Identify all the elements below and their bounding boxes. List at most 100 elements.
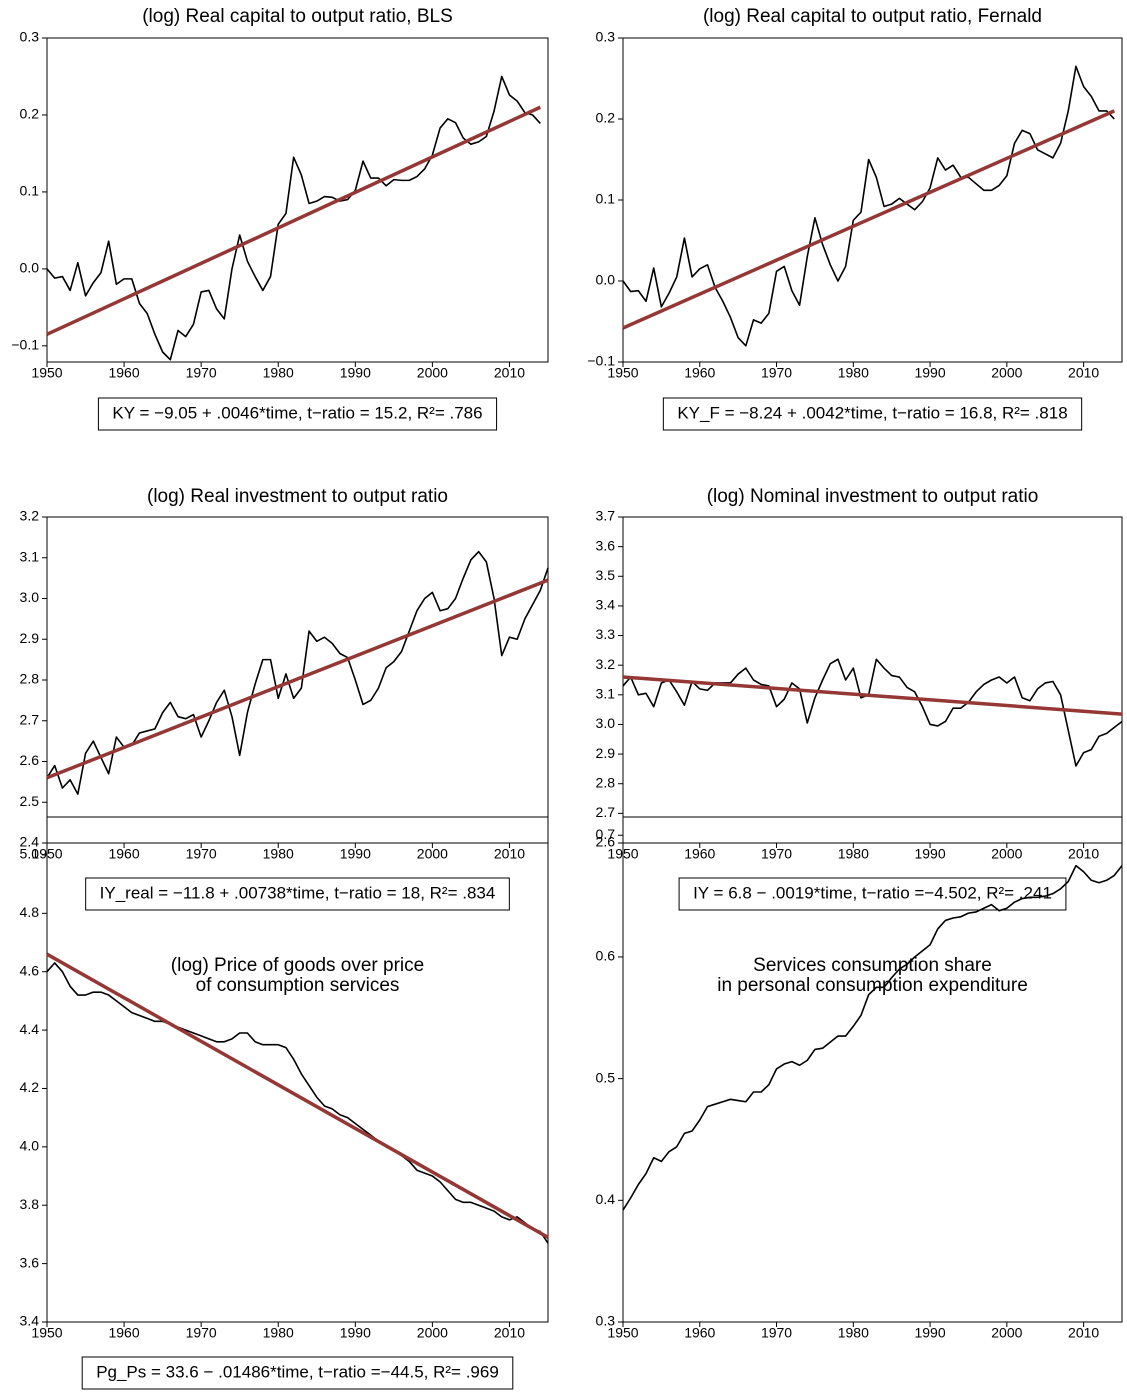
- y-tick-label: 3.4: [20, 1313, 40, 1329]
- y-tick-label: 3.3: [596, 626, 616, 642]
- y-tick-label: 0.0: [20, 260, 40, 276]
- x-tick-label: 1960: [684, 1325, 715, 1341]
- y-tick-label: 0.4: [596, 1191, 616, 1207]
- x-tick-label: 1980: [263, 1325, 294, 1341]
- x-tick-label: 1950: [607, 365, 638, 381]
- x-tick-label: 2010: [1068, 1325, 1099, 1341]
- x-tick-label: 1970: [186, 365, 217, 381]
- x-tick-label: 2000: [991, 1325, 1022, 1341]
- x-tick-label: 1980: [263, 365, 294, 381]
- y-tick-label: 2.7: [596, 804, 616, 820]
- equation-box: [678, 877, 1067, 911]
- chart-title: (log) Price of goods over price: [171, 955, 424, 976]
- equation-box: [97, 397, 498, 431]
- x-tick-label: 1990: [340, 365, 371, 381]
- data-line: [46, 962, 549, 1244]
- x-tick-label: 1970: [761, 365, 792, 381]
- equation-note: KY_F = −8.24 + .0042*time, t−ratio = 16.…: [677, 403, 1067, 422]
- chart-panel: (log) Real capital to output ratio, BLS −…: [11, 6, 549, 431]
- y-tick-label: 3.4: [596, 597, 616, 613]
- y-tick-label: 2.9: [20, 630, 40, 646]
- y-tick-label: 2.7: [20, 711, 40, 727]
- y-tick-label: 2.4: [20, 834, 40, 850]
- y-tick-label: 0.2: [20, 106, 40, 122]
- x-tick-label: 1960: [684, 365, 715, 381]
- equation-note: IY = 6.8 − .0019*time, t−ratio =−4.502, …: [693, 883, 1052, 902]
- plot-frame: [622, 816, 1123, 1323]
- plot-frame: [46, 816, 549, 1323]
- trend-line: [622, 675, 1123, 716]
- y-tick-label: 3.2: [596, 656, 616, 672]
- x-tick-label: 2010: [494, 365, 525, 381]
- x-tick-label: 1990: [914, 846, 945, 862]
- chart-title: (log) Real capital to output ratio, BLS: [142, 6, 453, 27]
- plot-frame: [622, 37, 1123, 363]
- x-tick-label: 1960: [108, 365, 139, 381]
- trend-line: [46, 578, 549, 780]
- x-tick-label: 1970: [186, 1325, 217, 1341]
- y-tick-label: 0.3: [596, 29, 616, 45]
- trend-line: [46, 952, 549, 1239]
- y-tick-label: 2.6: [596, 834, 616, 850]
- chart-panel: (log) Real investment to output ratio 2.4…: [20, 486, 549, 911]
- y-tick-label: 2.6: [20, 752, 40, 768]
- y-tick-label: 3.1: [20, 548, 40, 564]
- x-tick-label: 2000: [991, 846, 1022, 862]
- plot-frame: [46, 37, 549, 363]
- x-tick-label: 1980: [263, 846, 294, 862]
- plot-frame: [622, 516, 1123, 844]
- chart-panel: (log) Real capital to output ratio, Fern…: [587, 6, 1123, 431]
- chart-title: Services consumption share: [753, 955, 992, 976]
- equation-note: Pg_Ps = 33.6 − .01486*time, t−ratio =−44…: [96, 1362, 499, 1381]
- y-tick-label: 3.0: [20, 589, 40, 605]
- y-tick-label: 2.5: [20, 793, 40, 809]
- chart-panel: (log) Nominal investment to output ratio…: [596, 486, 1123, 911]
- y-tick-label: 0.1: [20, 183, 40, 199]
- trend-line: [622, 109, 1116, 330]
- x-tick-label: 1960: [684, 846, 715, 862]
- x-tick-label: 1950: [607, 1325, 638, 1341]
- equation-note: KY = −9.05 + .0046*time, t−ratio = 15.2,…: [112, 403, 482, 422]
- x-tick-label: 2000: [417, 365, 448, 381]
- x-tick-label: 1950: [31, 365, 62, 381]
- data-line: [622, 65, 1115, 347]
- y-tick-label: 4.6: [20, 962, 40, 978]
- y-tick-label: 4.8: [20, 904, 40, 920]
- data-line: [622, 658, 1123, 767]
- x-tick-label: 2000: [417, 846, 448, 862]
- x-tick-label: 2010: [494, 1325, 525, 1341]
- y-tick-label: 0.7: [596, 826, 616, 842]
- y-tick-label: 3.2: [20, 508, 40, 524]
- chart-title: in personal consumption expenditure: [717, 975, 1028, 996]
- y-tick-label: 4.0: [20, 1138, 40, 1154]
- data-line: [622, 864, 1123, 1211]
- y-tick-label: 2.8: [20, 671, 40, 687]
- y-tick-label: 3.1: [596, 686, 616, 702]
- y-tick-label: 3.6: [20, 1254, 40, 1270]
- equation-box: [662, 397, 1083, 431]
- y-tick-label: 3.0: [596, 715, 616, 731]
- x-tick-label: 1950: [31, 1325, 62, 1341]
- x-tick-label: 1970: [761, 846, 792, 862]
- y-tick-label: 4.4: [20, 1021, 40, 1037]
- x-tick-label: 2000: [417, 1325, 448, 1341]
- x-tick-label: 2010: [1068, 365, 1099, 381]
- y-tick-label: 0.6: [596, 948, 616, 964]
- x-tick-label: 1980: [838, 846, 869, 862]
- y-tick-label: 2.9: [596, 745, 616, 761]
- chart-title: of consumption services: [196, 975, 400, 996]
- chart-title: (log) Real capital to output ratio, Fern…: [703, 6, 1042, 27]
- trend-line: [46, 105, 542, 336]
- x-tick-label: 1990: [914, 1325, 945, 1341]
- x-tick-label: 2000: [991, 365, 1022, 381]
- y-tick-label: 5.0: [20, 846, 40, 862]
- y-tick-label: 0.1: [596, 191, 616, 207]
- x-tick-label: 2010: [1068, 846, 1099, 862]
- y-tick-label: 3.6: [596, 537, 616, 553]
- x-tick-label: 1990: [340, 1325, 371, 1341]
- equation-box: [85, 877, 510, 911]
